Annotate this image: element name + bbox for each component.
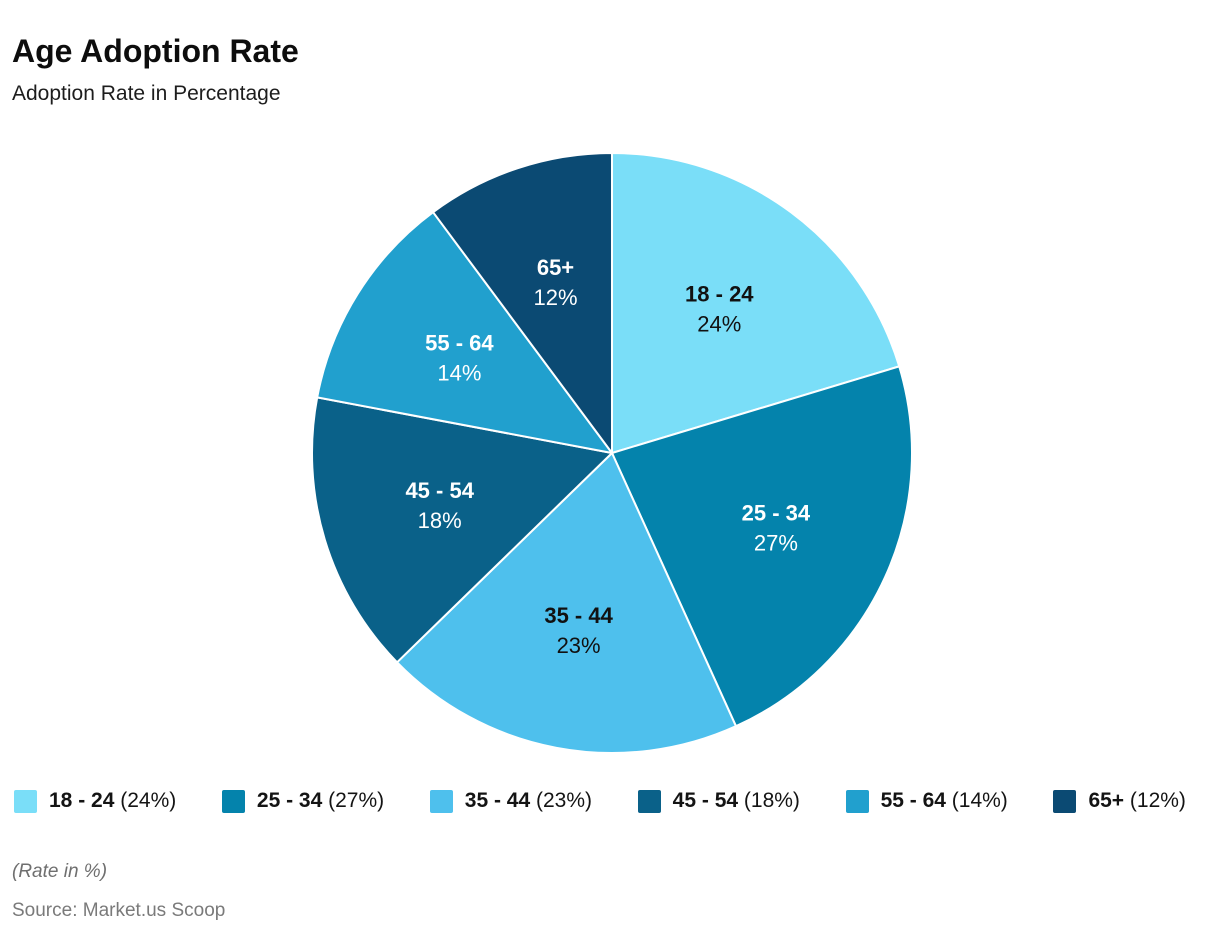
legend-item-55-64[interactable]: 55 - 64 (14%) bbox=[845, 789, 1008, 813]
pie-slice-45-54[interactable] bbox=[310, 396, 613, 664]
legend-swatch-65plus bbox=[1053, 789, 1077, 813]
source-credit: Source: Market.us Scoop bbox=[12, 900, 226, 921]
legend-value: (12%) bbox=[1124, 789, 1186, 812]
legend-label: 65+ bbox=[1088, 789, 1125, 812]
legend-swatch-45-54 bbox=[637, 789, 661, 813]
legend-value: (27%) bbox=[322, 789, 385, 812]
legend-swatch-35-44 bbox=[429, 789, 453, 813]
legend-item-35-44[interactable]: 35 - 44 (23%) bbox=[429, 789, 593, 813]
legend-item-45-54[interactable]: 45 - 54 (18%) bbox=[637, 789, 800, 813]
legend-swatch-25-34 bbox=[221, 789, 245, 813]
legend-value: (23%) bbox=[530, 789, 593, 812]
legend-label: 25 - 34 bbox=[256, 789, 323, 812]
pie-chart: 18 - 24 24%25 - 34 27%35 - 44 23%45 - 54 18%… bbox=[310, 152, 913, 754]
legend-swatch-55-64 bbox=[845, 789, 869, 813]
legend-item-65plus[interactable]: 65+ (12%) bbox=[1053, 789, 1186, 813]
pie-slice-55-64[interactable] bbox=[316, 211, 613, 454]
legend-label: 45 - 54 bbox=[672, 789, 739, 812]
page-title: Age Adoption Rate bbox=[12, 33, 299, 70]
pie-slice-35-44[interactable] bbox=[396, 452, 737, 754]
pie-slice-18-24[interactable] bbox=[611, 152, 901, 454]
rate-note: (Rate in %) bbox=[12, 861, 108, 882]
legend-value: (24%) bbox=[114, 789, 177, 812]
chart-legend: 18 - 24 (24%) 25 - 34 (27%) 35 - 44 (23%) 4… bbox=[14, 789, 1186, 813]
legend-label: 18 - 24 bbox=[49, 789, 115, 812]
legend-swatch-18-24 bbox=[14, 789, 37, 813]
legend-label: 35 - 44 bbox=[464, 789, 531, 812]
legend-item-18-24[interactable]: 18 - 24 (24%) bbox=[14, 789, 176, 813]
legend-value: (14%) bbox=[945, 789, 1008, 812]
pie-slice-65plus[interactable] bbox=[432, 152, 613, 454]
pie-slice-25-34[interactable] bbox=[611, 365, 913, 728]
legend-value: (18%) bbox=[738, 789, 800, 812]
legend-item-25-34[interactable]: 25 - 34 (27%) bbox=[221, 789, 385, 813]
legend-label: 55 - 64 bbox=[880, 789, 946, 812]
chart-subtitle: Adoption Rate in Percentage bbox=[12, 82, 281, 105]
